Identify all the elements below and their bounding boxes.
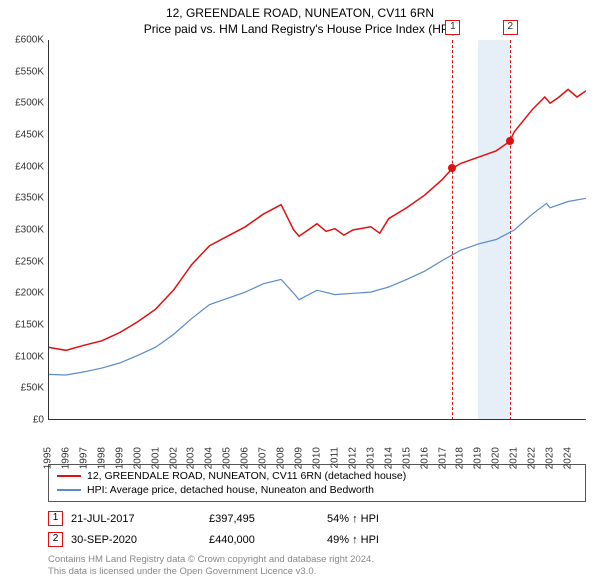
x-tick-label: 2000	[132, 447, 143, 469]
footer: Contains HM Land Registry data © Crown c…	[48, 554, 586, 578]
x-tick-label: 2001	[150, 447, 161, 469]
y-tick-label: £500K	[0, 98, 44, 109]
y-tick-label: £400K	[0, 161, 44, 172]
x-tick-label: 2016	[419, 447, 430, 469]
legend-swatch	[57, 489, 81, 491]
transaction-date: 21-JUL-2017	[71, 513, 201, 525]
y-tick-label: £450K	[0, 130, 44, 141]
x-tick-label: 1999	[114, 447, 125, 469]
x-tick-label: 1997	[78, 447, 89, 469]
y-tick-label: £100K	[0, 351, 44, 362]
x-tick-label: 2021	[509, 447, 520, 469]
x-tick-label: 1998	[96, 447, 107, 469]
x-tick-label: 2010	[312, 447, 323, 469]
legend-label: HPI: Average price, detached house, Nune…	[87, 484, 374, 496]
transaction-date: 30-SEP-2020	[71, 534, 201, 546]
x-tick-label: 2009	[294, 447, 305, 469]
x-tick-label: 2008	[276, 447, 287, 469]
transaction-row: 2 30-SEP-2020 £440,000 49% ↑ HPI	[48, 529, 586, 550]
x-tick-label: 2017	[437, 447, 448, 469]
y-tick-label: £250K	[0, 256, 44, 267]
x-tick-label: 2004	[204, 447, 215, 469]
marker-number-box: 1	[445, 20, 460, 35]
x-tick-label: 2024	[563, 447, 574, 469]
x-tick-label: 2015	[401, 447, 412, 469]
y-tick-label: £200K	[0, 288, 44, 299]
marker-number-box: 2	[503, 20, 518, 35]
legend-item: HPI: Average price, detached house, Nune…	[57, 483, 577, 497]
footer-line2: This data is licensed under the Open Gov…	[48, 566, 586, 578]
x-tick-label: 2003	[186, 447, 197, 469]
x-tick-label: 2013	[365, 447, 376, 469]
transaction-marker: 1	[48, 511, 63, 526]
x-tick-label: 2011	[329, 447, 340, 469]
y-tick-label: £600K	[0, 35, 44, 46]
y-axis-ticks: £0£50K£100K£150K£200K£250K£300K£350K£400…	[0, 40, 44, 420]
x-tick-label: 1995	[43, 447, 54, 469]
x-tick-label: 2022	[527, 447, 538, 469]
plot-border	[48, 40, 586, 420]
x-tick-label: 2018	[455, 447, 466, 469]
x-tick-label: 2020	[491, 447, 502, 469]
y-tick-label: £300K	[0, 225, 44, 236]
transaction-price: £397,495	[209, 513, 319, 525]
legend: 12, GREENDALE ROAD, NUNEATON, CV11 6RN (…	[48, 464, 586, 502]
x-tick-label: 1996	[60, 447, 71, 469]
legend-swatch	[57, 475, 81, 477]
x-tick-label: 2019	[473, 447, 484, 469]
x-tick-label: 2005	[222, 447, 233, 469]
x-axis-ticks: 1995199619971998199920002001200220032004…	[48, 420, 586, 460]
x-tick-label: 2014	[383, 447, 394, 469]
transaction-marker: 2	[48, 532, 63, 547]
chart-area: £0£50K£100K£150K£200K£250K£300K£350K£400…	[48, 40, 586, 420]
y-tick-label: £150K	[0, 320, 44, 331]
y-tick-label: £50K	[0, 383, 44, 394]
transaction-price: £440,000	[209, 534, 319, 546]
legend-item: 12, GREENDALE ROAD, NUNEATON, CV11 6RN (…	[57, 469, 577, 483]
y-tick-label: £350K	[0, 193, 44, 204]
legend-label: 12, GREENDALE ROAD, NUNEATON, CV11 6RN (…	[87, 470, 406, 482]
x-tick-label: 2007	[258, 447, 269, 469]
y-tick-label: £550K	[0, 66, 44, 77]
x-tick-label: 2012	[347, 447, 358, 469]
y-tick-label: £0	[0, 415, 44, 426]
x-tick-label: 2002	[168, 447, 179, 469]
x-tick-label: 2023	[545, 447, 556, 469]
transaction-pct: 49% ↑ HPI	[327, 534, 397, 546]
chart-title: 12, GREENDALE ROAD, NUNEATON, CV11 6RN	[0, 0, 600, 20]
transaction-rows: 1 21-JUL-2017 £397,495 54% ↑ HPI 2 30-SEP-202…	[48, 508, 586, 550]
transaction-pct: 54% ↑ HPI	[327, 513, 397, 525]
transaction-row: 1 21-JUL-2017 £397,495 54% ↑ HPI	[48, 508, 586, 529]
x-tick-label: 2006	[240, 447, 251, 469]
